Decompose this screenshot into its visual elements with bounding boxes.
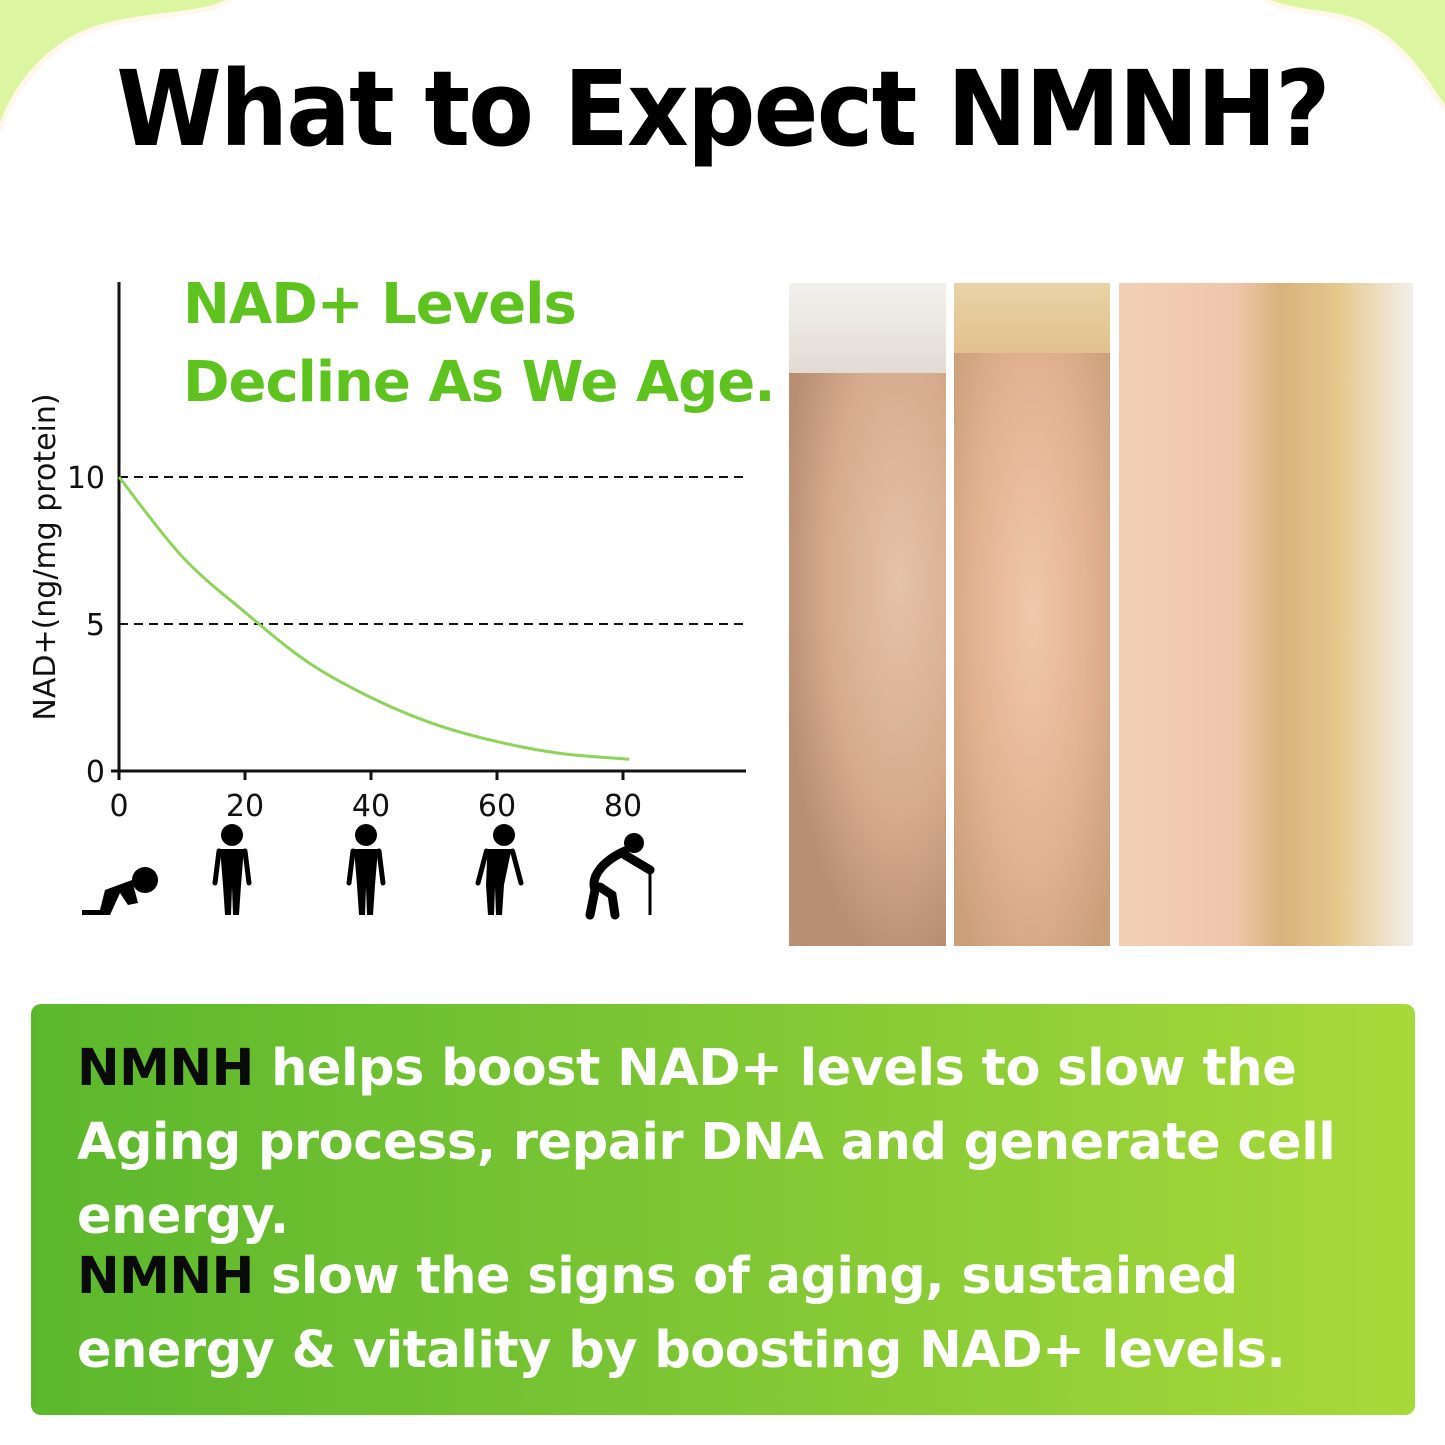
corner-decoration-right: [1265, 0, 1445, 112]
benefit-1-text: helps boost NAD+ levels to slow the Agin…: [77, 1039, 1336, 1246]
arms: [212, 848, 252, 886]
elderly-man-cane-icon: [585, 833, 655, 920]
arms: [475, 848, 524, 886]
y-tick-label-5: 5: [86, 608, 105, 643]
x-tick-label-40: 40: [352, 789, 390, 824]
y-tick-label-10: 10: [67, 461, 105, 496]
body: [220, 849, 244, 915]
benefit-paragraph-2: NMNH slow the signs of aging, sustained …: [77, 1240, 1397, 1388]
body: [585, 846, 655, 920]
baby-crawling-icon: [82, 867, 158, 915]
older-man-icon: [475, 824, 524, 915]
y-tick-label-0: 0: [86, 755, 105, 790]
x-tick-label-0: 0: [109, 789, 128, 824]
head: [221, 824, 243, 846]
arms: [346, 848, 386, 886]
x-tick-label-20: 20: [226, 789, 264, 824]
photo-older-woman: [789, 283, 946, 946]
chart-headline-line2: Decline As We Age.: [183, 350, 775, 415]
body: [486, 849, 512, 915]
body: [354, 849, 378, 915]
photo-young-woman: [1119, 283, 1413, 946]
body: [82, 880, 138, 915]
x-tick-label-80: 80: [604, 789, 642, 824]
adult-man-icon: [346, 824, 386, 915]
nad-decline-chart: NAD+(ng/mg protein) 0 5 10 0 20 40 60 80: [28, 282, 746, 920]
head: [355, 824, 377, 846]
chart-headline-line1: NAD+ Levels: [183, 272, 577, 337]
photo-middle-aged-woman: [954, 283, 1110, 946]
head: [624, 833, 644, 853]
young-man-icon: [212, 824, 252, 915]
head: [493, 824, 515, 846]
benefit-2-product: NMNH: [77, 1247, 254, 1306]
nad-curve-line: [117, 476, 630, 761]
y-axis-label: NAD+(ng/mg protein): [28, 393, 63, 720]
benefit-1-product: NMNH: [77, 1039, 254, 1098]
aging-faces-photo-strip: [789, 283, 1413, 946]
x-tick-label-60: 60: [478, 789, 516, 824]
head: [132, 867, 158, 893]
benefits-panel: NMNH helps boost NAD+ levels to slow the…: [31, 1004, 1415, 1415]
benefit-paragraph-1: NMNH helps boost NAD+ levels to slow the…: [77, 1032, 1397, 1254]
page-title: What to Expect NMNH?: [116, 48, 1330, 170]
corner-decoration-left: [0, 0, 232, 131]
benefit-2-text: slow the signs of aging, sustained energ…: [77, 1247, 1286, 1380]
